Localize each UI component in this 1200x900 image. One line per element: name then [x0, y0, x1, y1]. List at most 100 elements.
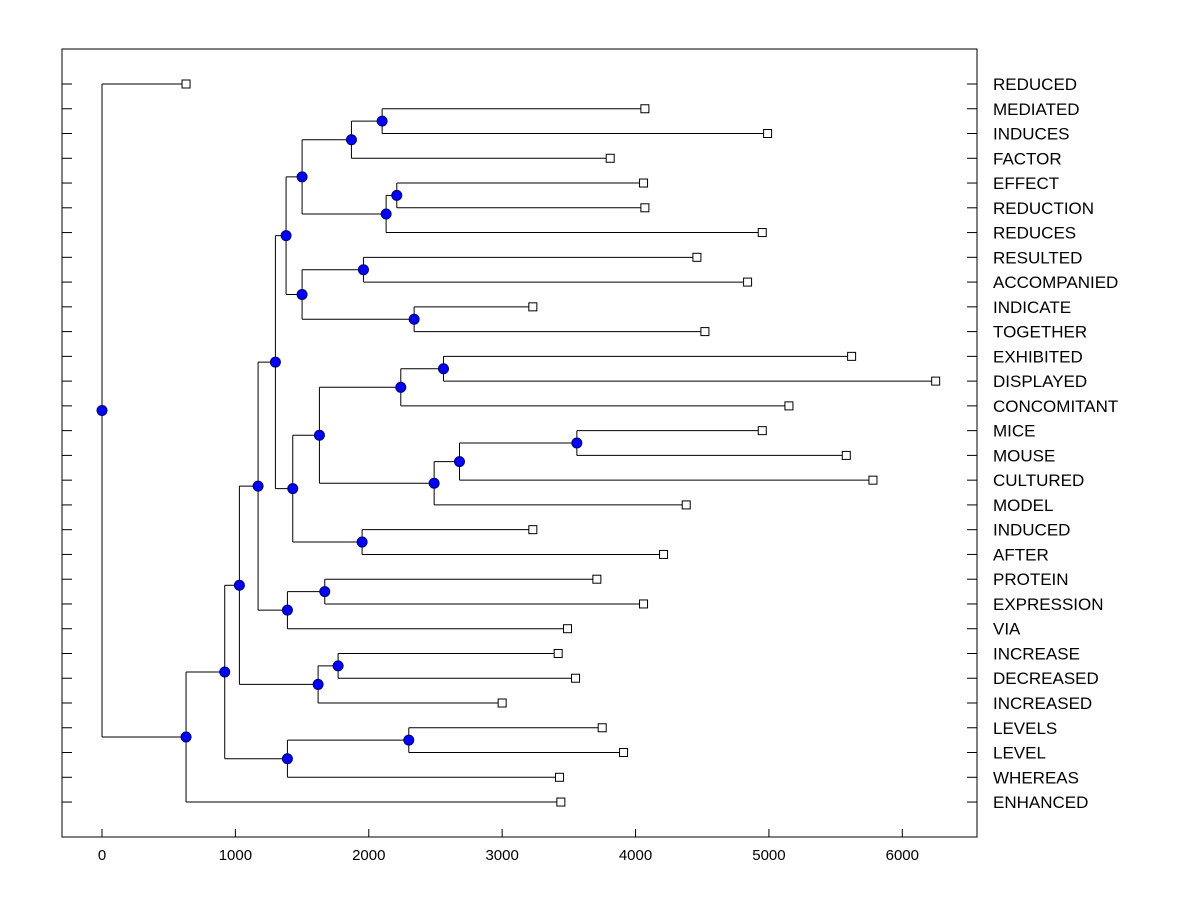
merge-node [281, 753, 293, 765]
leaf-label: FACTOR [993, 149, 1062, 168]
leaf-label: REDUCTION [993, 199, 1094, 218]
leaf-marker [784, 401, 794, 411]
leaf-marker [571, 673, 581, 683]
leaf-marker [640, 203, 650, 213]
merge-node [296, 288, 308, 300]
leaf-marker [700, 327, 710, 337]
leaf-marker [931, 376, 941, 386]
leaf-label: INDUCES [993, 125, 1070, 144]
merge-node [281, 604, 293, 616]
leaf-label: AFTER [993, 545, 1049, 564]
leaf-marker [528, 525, 538, 535]
merge-node [395, 381, 407, 393]
merge-node [428, 477, 440, 489]
merge-node [96, 405, 108, 417]
leaf-label: ENHANCED [993, 793, 1088, 812]
leaf-marker [743, 277, 753, 287]
leaf-marker [659, 549, 669, 559]
x-tick-label: 0 [98, 847, 106, 864]
leaf-marker [692, 252, 702, 262]
merge-node [280, 230, 292, 242]
plot-frame [61, 48, 978, 838]
leaf-label: VIA [993, 620, 1021, 639]
merge-node [408, 313, 420, 325]
leaf-label: MODEL [993, 496, 1053, 515]
leaf-marker [847, 351, 857, 361]
merge-node [312, 678, 324, 690]
leaf-label: INDICATE [993, 298, 1071, 317]
leaf-marker [528, 302, 538, 312]
leaf-marker [639, 599, 649, 609]
merge-node [219, 666, 231, 678]
merge-node [356, 536, 368, 548]
leaf-label: REDUCED [993, 75, 1077, 94]
leaf-marker [555, 772, 565, 782]
axes: 0 1000 2000 3000 4000 5000 6000 [61, 48, 978, 864]
merge-node [287, 483, 299, 495]
merge-node [233, 579, 245, 591]
leaf-label: EFFECT [993, 174, 1059, 193]
x-tick-label: 4000 [619, 847, 652, 864]
leaf-marker [640, 104, 650, 114]
merge-node [403, 734, 415, 746]
leaf-marker [556, 797, 566, 807]
leaf-label: LEVEL [993, 744, 1046, 763]
leaf-marker [181, 79, 191, 89]
leaf-labels: REDUCED MEDIATED INDUCES FACTOR EFFECT REDUCT… [993, 75, 1118, 812]
leaf-label: REDUCES [993, 224, 1076, 243]
leaf-label: WHEREAS [993, 768, 1079, 787]
leaf-label: MEDIATED [993, 100, 1080, 119]
merge-node [376, 115, 388, 127]
leaf-label: EXHIBITED [993, 347, 1083, 366]
x-tick-label: 3000 [485, 847, 518, 864]
leaf-marker [592, 574, 602, 584]
merge-node [313, 429, 325, 441]
merge-node [571, 437, 583, 449]
leaf-marker [605, 153, 615, 163]
leaf-label: RESULTED [993, 248, 1082, 267]
leaf-label: INDUCED [993, 521, 1070, 540]
leaf-marker [563, 624, 573, 634]
leaf-marker [757, 426, 767, 436]
leaf-marker [553, 648, 563, 658]
merge-node [319, 586, 331, 598]
leaf-markers [181, 79, 941, 807]
merge-node [269, 356, 281, 368]
leaf-label: MICE [993, 422, 1036, 441]
leaf-label: ACCOMPANIED [993, 273, 1118, 292]
x-tick-label: 5000 [752, 847, 785, 864]
leaf-marker [597, 723, 607, 733]
leaf-marker [763, 129, 773, 139]
leaf-marker [619, 748, 629, 758]
leaf-marker [497, 698, 507, 708]
leaf-label: DISPLAYED [993, 372, 1087, 391]
leaf-marker [868, 475, 878, 485]
leaf-marker [681, 500, 691, 510]
merge-node [296, 171, 308, 183]
leaf-label: INCREASED [993, 694, 1092, 713]
merge-node [252, 480, 264, 492]
leaf-label: LEVELS [993, 719, 1057, 738]
x-tick-label: 1000 [219, 847, 252, 864]
leaf-label: DECREASED [993, 669, 1099, 688]
leaf-label: CULTURED [993, 471, 1084, 490]
leaf-label: INCREASE [993, 644, 1080, 663]
merge-node [437, 363, 449, 375]
merge-node [391, 189, 403, 201]
merge-node [453, 456, 465, 468]
leaf-label: TOGETHER [993, 323, 1087, 342]
merge-node [357, 264, 369, 276]
leaf-label: MOUSE [993, 446, 1055, 465]
dendrogram-links [101, 83, 936, 803]
merge-node [332, 660, 344, 672]
merge-nodes [96, 115, 583, 765]
x-tick-label: 6000 [886, 847, 919, 864]
leaf-label: CONCOMITANT [993, 397, 1118, 416]
leaf-marker [841, 450, 851, 460]
x-tick-label: 2000 [352, 847, 385, 864]
leaf-label: EXPRESSION [993, 595, 1104, 614]
leaf-marker [757, 228, 767, 238]
merge-node [380, 208, 392, 220]
leaf-label: PROTEIN [993, 570, 1069, 589]
